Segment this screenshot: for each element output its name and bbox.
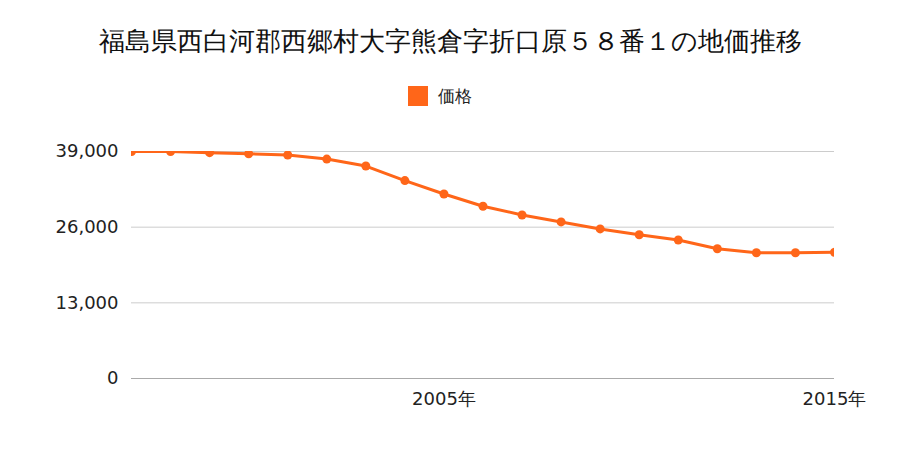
html-text:福島県西白河郡西郷村大字熊倉字折口原５８番１の地価推移: 福島県西白河郡西郷村大字熊倉字折口原５８番１の地価推移 xyxy=(98,26,802,56)
svg-text:0: 0 xyxy=(107,367,118,388)
svg-text:39,000: 39,000 xyxy=(56,140,119,161)
svg-text:13,000: 13,000 xyxy=(56,292,119,313)
html-text:価格: 価格 xyxy=(438,85,472,106)
svg-text:26,000: 26,000 xyxy=(56,216,119,237)
svg-text:2005年: 2005年 xyxy=(412,388,476,409)
svg-text:2015年: 2015年 xyxy=(803,388,867,409)
